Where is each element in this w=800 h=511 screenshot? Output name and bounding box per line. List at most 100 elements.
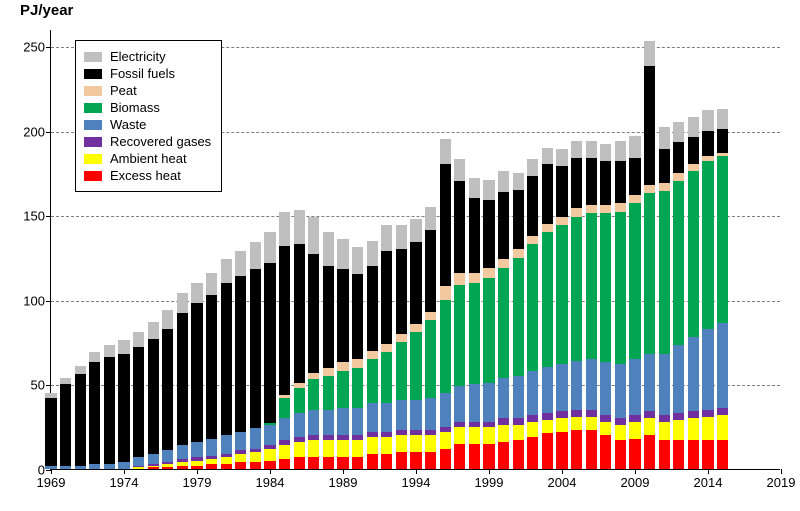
bar-segment-recovered <box>600 415 611 422</box>
bar-segment-fossil <box>323 266 334 368</box>
bar-column <box>381 225 392 469</box>
bar-column <box>600 144 611 469</box>
bar-column <box>571 141 582 469</box>
bar-segment-fossil <box>308 254 319 372</box>
bar-segment-peat <box>381 344 392 352</box>
bar-segment-peat <box>425 312 436 320</box>
bar-segment-waste <box>469 384 480 421</box>
bar-segment-electricity <box>89 352 100 362</box>
bar-segment-excess <box>410 452 421 469</box>
x-tick-label: 1974 <box>110 475 139 490</box>
bar-segment-fossil <box>615 161 626 203</box>
bar-column <box>425 207 436 469</box>
legend-label: Ambient heat <box>110 151 187 166</box>
bar-segment-excess <box>206 464 217 469</box>
bar-segment-fossil <box>75 374 86 465</box>
bar-segment-excess <box>702 440 713 469</box>
bar-segment-ambient <box>396 435 407 452</box>
plot-area: 050100150200250 196919741979198419891994… <box>50 30 780 470</box>
y-axis-title: PJ/year <box>20 2 73 19</box>
bar-column <box>177 293 188 469</box>
legend-label: Electricity <box>110 49 166 64</box>
legend-swatch <box>84 154 102 164</box>
bar-segment-electricity <box>644 41 655 66</box>
bar-segment-waste <box>600 362 611 414</box>
bar-segment-electricity <box>702 110 713 130</box>
bar-segment-excess <box>440 449 451 469</box>
bar-segment-peat <box>571 208 582 216</box>
bar-segment-ambient <box>644 418 655 435</box>
y-tick-mark <box>46 385 51 386</box>
bar-segment-electricity <box>600 144 611 161</box>
bar-segment-electricity <box>425 207 436 231</box>
bar-segment-fossil <box>60 384 71 465</box>
bar-segment-waste <box>702 329 713 410</box>
bar-segment-electricity <box>352 247 363 274</box>
bar-segment-peat <box>308 373 319 380</box>
bar-segment-waste <box>425 398 436 430</box>
bar-segment-fossil <box>483 200 494 268</box>
bar-segment-excess <box>556 432 567 469</box>
bar-segment-ambient <box>235 454 246 462</box>
bar-segment-fossil <box>629 158 640 195</box>
bar-segment-peat <box>410 324 421 332</box>
legend-label: Excess heat <box>110 168 181 183</box>
bar-segment-peat <box>337 362 348 370</box>
bar-column <box>89 352 100 469</box>
bar-column <box>221 259 232 469</box>
bar-segment-electricity <box>396 225 407 249</box>
bar-segment-ambient <box>381 437 392 454</box>
bar-segment-ambient <box>659 422 670 441</box>
legend-label: Fossil fuels <box>110 66 175 81</box>
bar-column <box>498 171 509 469</box>
bar-segment-waste <box>673 345 684 413</box>
bar-segment-peat <box>367 351 378 359</box>
bar-segment-excess <box>162 467 173 469</box>
bar-segment-recovered <box>688 411 699 418</box>
bar-segment-fossil <box>352 274 363 359</box>
x-tick-mark <box>270 469 271 474</box>
bar-column <box>206 273 217 469</box>
bar-segment-waste <box>410 400 421 430</box>
x-tick-label: 1969 <box>37 475 66 490</box>
bar-segment-fossil <box>454 181 465 272</box>
bar-segment-ambient <box>264 449 275 461</box>
bar-segment-electricity <box>221 259 232 283</box>
x-tick-label: 1984 <box>256 475 285 490</box>
bar-segment-electricity <box>118 340 129 354</box>
bar-segment-peat <box>469 273 480 283</box>
bar-segment-fossil <box>381 251 392 344</box>
bar-segment-biomass <box>367 359 378 403</box>
bar-segment-waste <box>440 393 451 427</box>
bar-segment-electricity <box>615 141 626 161</box>
bar-segment-recovered <box>659 415 670 422</box>
bar-segment-ambient <box>629 422 640 439</box>
bar-segment-electricity <box>454 159 465 181</box>
legend-label: Biomass <box>110 100 160 115</box>
bar-segment-waste <box>542 367 553 413</box>
legend-item: Biomass <box>84 100 211 115</box>
bar-segment-ambient <box>542 420 553 434</box>
bar-segment-waste <box>659 354 670 415</box>
bar-segment-electricity <box>264 232 275 262</box>
bar-segment-recovered <box>717 408 728 415</box>
bar-segment-waste <box>177 445 188 459</box>
bar-segment-ambient <box>673 420 684 440</box>
bar-segment-recovered <box>644 411 655 418</box>
y-tick-mark <box>46 47 51 48</box>
bar-segment-excess <box>600 435 611 469</box>
chart-container: PJ/year 050100150200250 1969197419791984… <box>0 0 800 511</box>
bar-column <box>323 232 334 469</box>
bar-segment-excess <box>367 454 378 469</box>
bar-segment-fossil <box>556 166 567 217</box>
bar-segment-biomass <box>440 300 451 393</box>
bar-segment-ambient <box>337 440 348 457</box>
bar-column <box>673 122 684 469</box>
bar-segment-biomass <box>702 161 713 329</box>
bar-segment-electricity <box>337 239 348 269</box>
bar-segment-ambient <box>586 417 597 431</box>
bar-segment-biomass <box>381 352 392 403</box>
bar-segment-ambient <box>571 417 582 431</box>
x-tick-label: 1994 <box>402 475 431 490</box>
bar-segment-biomass <box>586 213 597 359</box>
